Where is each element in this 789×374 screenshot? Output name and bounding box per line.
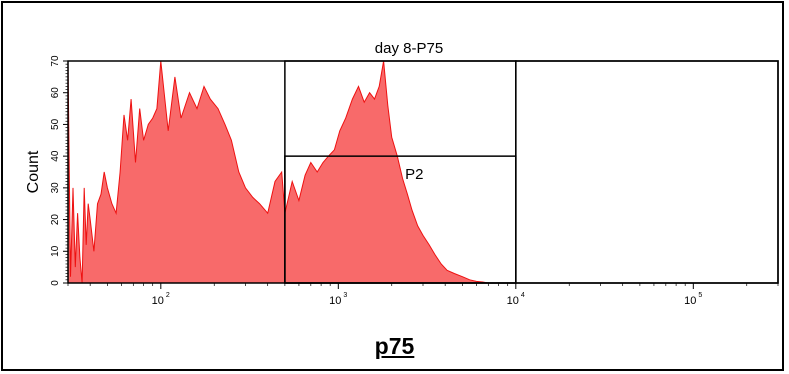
histogram-area: [68, 61, 489, 283]
x-axis-ticks: 10 2 10 3 10 4 10 5: [67, 283, 779, 307]
y-tick-label: 60: [50, 87, 61, 99]
gate-3: [284, 155, 517, 284]
figure-caption: p75: [374, 333, 415, 359]
y-tick-label: 20: [50, 214, 61, 226]
x-tick-label: 10: [684, 295, 696, 307]
y-tick-label: 10: [50, 245, 61, 257]
x-tick-exponent: 4: [521, 292, 525, 299]
gate-2: [515, 60, 779, 284]
histogram-outline: [67, 60, 489, 284]
y-axis-ticks: 0 10 20 30 40 50 60 70: [50, 55, 68, 286]
y-tick-label: 0: [50, 280, 61, 286]
x-tick-exponent: 2: [166, 292, 170, 299]
y-axis-label: Count: [25, 150, 42, 193]
y-tick-label: 30: [50, 182, 61, 194]
x-tick-label: 10: [152, 295, 164, 307]
chart-title: day 8-P75: [375, 40, 443, 57]
x-tick-exponent: 5: [698, 292, 702, 299]
y-tick-label: 50: [50, 118, 61, 130]
x-tick-label: 10: [507, 295, 519, 307]
gates: P2: [284, 60, 779, 284]
y-tick-label: 70: [50, 55, 61, 67]
y-tick-label: 40: [50, 150, 61, 162]
x-tick-exponent: 3: [343, 292, 347, 299]
gate-label: P2: [405, 166, 423, 183]
x-tick-label: 10: [329, 295, 341, 307]
